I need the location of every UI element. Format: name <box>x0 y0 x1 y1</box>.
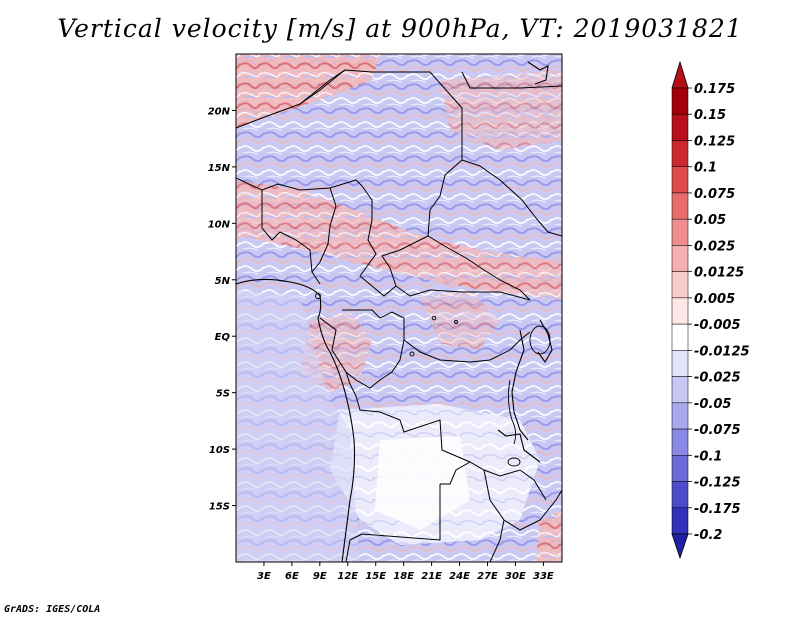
colorbar-segment <box>671 402 689 430</box>
lat-tick-label: 5S <box>216 389 230 400</box>
colorbar-segment <box>671 323 689 351</box>
colorbar-segment <box>671 271 689 299</box>
lon-tick-label: 12E <box>337 571 358 582</box>
colorbar-bottom-cap <box>671 533 689 560</box>
updraft-region <box>420 290 500 350</box>
lat-tick-label: 10N <box>208 219 231 230</box>
colorbar-label: 0.15 <box>694 108 726 123</box>
colorbar-label: -0.175 <box>694 502 741 517</box>
colorbar-segment <box>671 350 689 377</box>
coastline <box>236 61 553 562</box>
colorbar-segment <box>671 481 689 509</box>
colorbar-label: 0.125 <box>694 134 735 149</box>
lat-tick-label: 20N <box>208 106 231 117</box>
map-plot-area <box>235 53 563 563</box>
longitude-axis: 3E 6E 9E 12E 15E 18E 21E 24E 27E 30E 33E <box>257 562 554 582</box>
colorbar-label: -0.005 <box>694 318 741 333</box>
lat-tick-label: 15N <box>208 163 231 174</box>
updraft-region <box>236 54 380 128</box>
colorbar-label: 0.1 <box>694 161 717 176</box>
credit-label: GrADS: IGES/COLA <box>4 604 101 615</box>
lon-tick-label: 3E <box>257 571 271 582</box>
colorbar-label: 0.0125 <box>694 266 744 281</box>
color-legend: 0.175 0.15 0.125 0.1 0.075 0.05 0.025 0.0125 0.0… <box>671 60 750 560</box>
colorbar-segment <box>671 297 689 325</box>
lon-tick-label: 30E <box>505 571 526 582</box>
colorbar-segment <box>671 245 689 272</box>
neutral-region <box>375 436 470 530</box>
ocean-field <box>236 290 360 562</box>
colorbar-label: -0.0125 <box>694 344 750 359</box>
lat-tick-label: 5N <box>215 276 231 287</box>
colorbar-label: 0.025 <box>694 239 735 254</box>
colorbar-segment <box>671 376 689 404</box>
updraft-region <box>440 70 562 150</box>
colorbar-label: 0.005 <box>694 292 735 307</box>
colorbar-segment <box>671 140 689 167</box>
colorbar-segment <box>671 87 689 115</box>
plot-frame <box>235 53 563 563</box>
colorbar-label: -0.025 <box>694 371 741 386</box>
colorbar-segment <box>671 218 689 246</box>
colorbar-top-cap <box>671 60 689 89</box>
colorbar-segment <box>671 113 689 141</box>
country-boundaries <box>236 69 562 562</box>
lon-tick-label: 18E <box>393 571 414 582</box>
colorbar-segment <box>671 166 689 194</box>
lon-tick-label: 33E <box>533 571 554 582</box>
colorbar-segment <box>671 192 689 220</box>
lat-tick-label: EQ <box>215 332 231 343</box>
lon-tick-label: 6E <box>285 571 299 582</box>
lon-tick-label: 24E <box>449 571 470 582</box>
colorbar-label: 0.175 <box>694 82 735 97</box>
lon-tick-label: 27E <box>477 571 498 582</box>
colorbar-label: -0.075 <box>694 423 741 438</box>
colorbar-segment <box>671 455 689 482</box>
lat-tick-label: 15S <box>209 502 230 513</box>
colorbar-label: 0.075 <box>694 187 735 202</box>
colorbar-label: -0.1 <box>694 449 722 464</box>
colorbar-segment <box>671 507 689 535</box>
updraft-band <box>236 180 562 300</box>
updraft-region <box>536 510 562 562</box>
colorbar-label: -0.125 <box>694 476 741 491</box>
map-title: Vertical velocity [m/s] at 900hPa, VT: 2… <box>57 14 743 43</box>
colorbar-label: -0.2 <box>694 528 722 543</box>
lat-tick-label: 10S <box>209 445 230 456</box>
colorbar-segment <box>671 428 689 456</box>
colorbar-label: -0.05 <box>694 397 731 412</box>
lakes <box>315 293 551 467</box>
colorbar-label: 0.05 <box>694 213 726 228</box>
latitude-axis: 20N 15N 10N 5N EQ 5S 10S 15S <box>208 106 236 513</box>
lon-tick-label: 9E <box>313 571 327 582</box>
lon-tick-label: 15E <box>365 571 386 582</box>
lon-tick-label: 21E <box>421 571 442 582</box>
